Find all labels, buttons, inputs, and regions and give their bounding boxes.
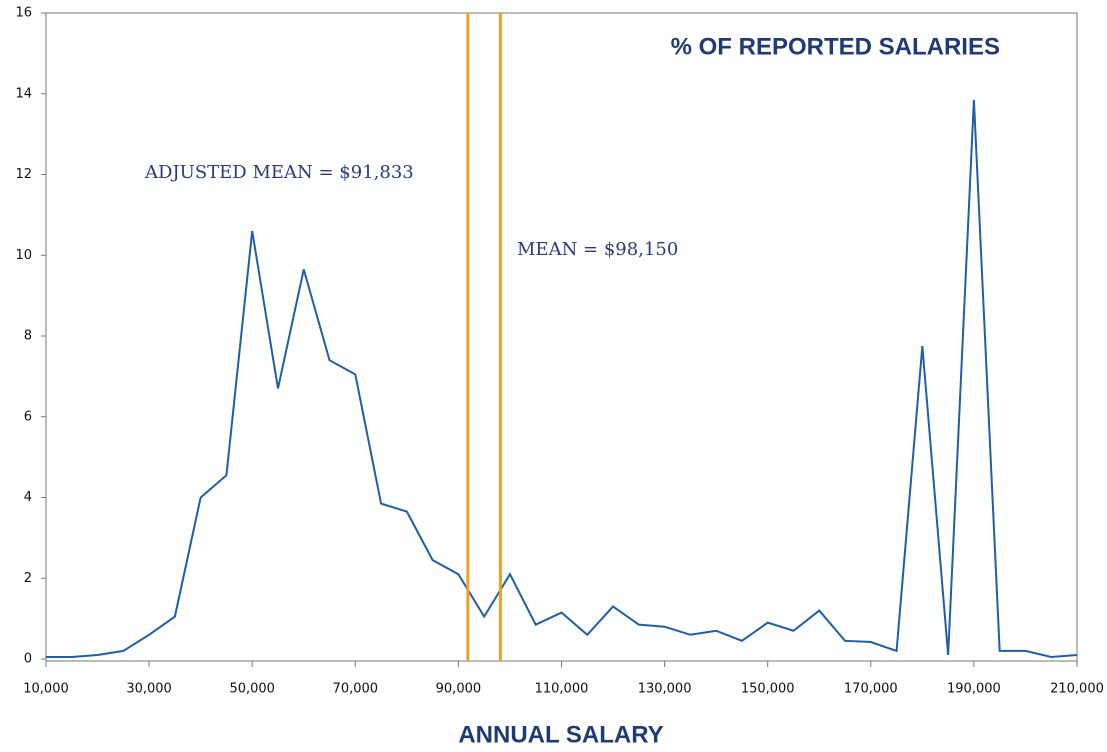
x-tick-label: 50,000 <box>229 682 275 697</box>
y-tick-label: 2 <box>24 571 32 586</box>
x-tick-label: 30,000 <box>126 682 172 697</box>
x-axis-label: ANNUAL SALARY <box>458 721 663 748</box>
y-tick-label: 16 <box>15 6 32 21</box>
y-tick-label: 8 <box>24 329 32 344</box>
x-tick-label: 150,000 <box>741 682 795 697</box>
x-tick-label: 190,000 <box>947 682 1001 697</box>
annotation: MEAN = $98,150 <box>517 239 678 260</box>
y-tick-label: 6 <box>24 409 32 424</box>
plot-frame <box>45 12 1078 662</box>
data-line <box>46 99 1078 658</box>
x-tick-label: 130,000 <box>638 682 692 697</box>
x-tick-label: 110,000 <box>535 682 589 697</box>
x-tick-label: 170,000 <box>844 682 898 697</box>
x-tick-label: 90,000 <box>436 682 482 697</box>
x-tick-label: 210,000 <box>1050 682 1104 697</box>
chart-title: % OF REPORTED SALARIES <box>671 33 1000 60</box>
y-tick-label: 4 <box>24 490 32 505</box>
y-tick-label: 0 <box>24 652 32 667</box>
y-tick-label: 12 <box>15 167 32 182</box>
x-tick-label: 10,000 <box>23 682 69 697</box>
y-tick-label: 14 <box>15 86 32 101</box>
x-tick-label: 70,000 <box>333 682 379 697</box>
y-tick-label: 10 <box>15 248 32 263</box>
annotation: ADJUSTED MEAN = $91,833 <box>144 162 414 183</box>
